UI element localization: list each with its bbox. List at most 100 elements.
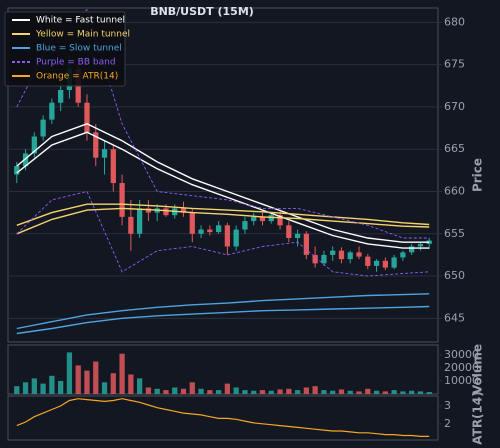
volume-bar [172,387,178,394]
volume-bar [268,390,274,394]
volume-bar [189,382,195,394]
candle-body [294,233,301,238]
volume-bar [40,383,46,394]
candle-body [365,256,371,266]
y-tick-label: 655 [444,227,465,240]
candle-body [391,257,397,268]
candle-body [347,252,353,260]
volume-bar [101,382,108,394]
volume-bar [294,390,301,394]
atr-panel [7,395,439,441]
candle-body [101,149,108,158]
volume-bar [400,391,406,394]
candle-body [58,90,64,103]
candle-body [93,132,99,158]
volume-bar [365,388,371,394]
volume-bar [163,390,169,394]
tunnel-line [16,190,430,277]
volume-bar [330,390,336,394]
candle-body [31,136,37,154]
volume-bar [259,390,266,394]
y-tick-label: 660 [444,184,465,197]
volume-bar [84,370,90,394]
volume-bar [373,390,380,394]
candle-body [198,229,204,234]
candle-body [224,225,231,247]
volume-panel [7,344,439,395]
y-tick-label: 650 [444,269,465,282]
candle-body [137,208,143,234]
y-tick-label: 10000 [444,374,479,387]
price-panel [7,7,439,343]
volume-bar [347,390,353,394]
tunnel-line [16,207,430,235]
legend-box [4,11,126,87]
volume-bar [180,388,187,394]
y-axis-label: Volume [471,344,485,394]
candle-body [242,221,248,230]
volume-bar [303,387,309,394]
volume-bar [154,388,160,394]
y-tick-label: 2 [444,417,451,430]
chart-title: BNB/USDT (15M) [150,5,254,18]
volume-bar [58,381,64,394]
volume-bar [31,378,37,394]
y-tick-label: 645 [444,311,465,324]
candle-body [251,216,257,222]
volume-bar [198,388,204,394]
volume-bar [119,353,125,394]
candle-body [145,208,152,213]
volume-bar [215,390,222,394]
tunnel-line [16,123,430,243]
candle-body [330,250,336,255]
volume-bar [417,391,424,394]
candle-body [14,166,20,175]
y-tick-label: 665 [444,142,465,155]
candle-body [321,254,327,264]
candle-body [128,216,134,234]
legend-label: White = Fast tunnel [36,16,125,26]
y-axis-label: Price [471,158,485,192]
volume-bar [338,389,345,394]
candle-body [286,225,292,238]
volume-bar [75,365,81,394]
legend-label: Orange = ATR(14) [36,72,118,82]
volume-bar [321,390,327,394]
tunnel-line [16,8,430,239]
candle-body [417,243,424,247]
legend-label: Yellow = Main tunnel [35,30,130,40]
y-tick-label: 670 [444,100,465,113]
volume-bar [233,387,239,394]
candle-body [303,233,309,255]
candle-body [382,260,388,268]
volume-bar [286,388,292,394]
candle-body [119,183,125,217]
volume-bar [277,389,283,394]
volume-bar [382,391,388,394]
candle-body [259,216,266,222]
candle-body [84,102,90,133]
tunnel-line [16,131,430,249]
candle-body [409,246,415,253]
volume-bar [426,392,432,394]
candle-body [373,260,380,266]
candle-body [207,229,213,233]
volume-bar [137,378,143,394]
candle-body [426,240,432,244]
y-tick-label: 3 [444,399,451,412]
candle-body [163,208,169,216]
candle-body [189,212,195,234]
y-tick-label: 680 [444,15,465,28]
candle-body [338,250,345,260]
candle-body [356,252,362,257]
volume-bar [312,386,318,394]
volume-bar [128,374,134,394]
volume-bar [409,390,415,394]
volume-bar [145,387,152,394]
tunnel-line [16,305,430,335]
y-tick-label: 675 [444,58,465,71]
legend-label: Purple = BB band [36,58,116,68]
volume-bar [356,391,362,394]
volume-bar [22,382,29,394]
y-axis-label: ATR(14) [471,391,485,444]
